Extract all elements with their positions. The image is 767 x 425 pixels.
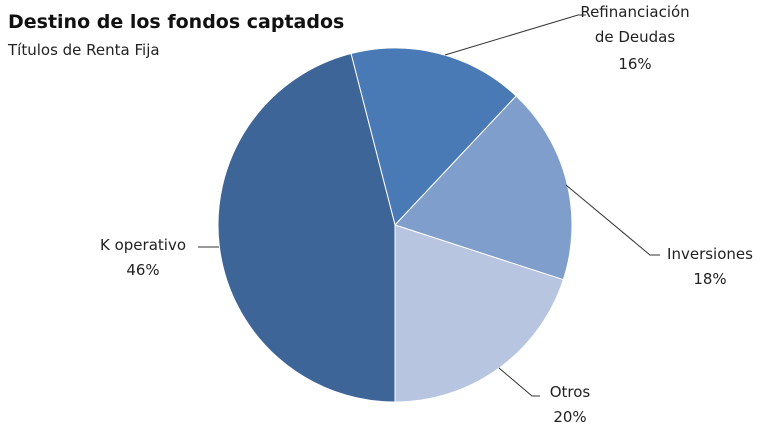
slice-value: 46% [126, 261, 160, 279]
pie-slice [217, 52, 396, 403]
leader-line [444, 14, 586, 56]
pie-slice [394, 95, 573, 281]
chart-subtitle: Títulos de Renta Fija [7, 41, 160, 59]
leader-line [498, 367, 540, 397]
slice-label: K operativo [100, 236, 186, 254]
chart-title: Destino de los fondos captados [8, 11, 344, 33]
pie-slice [350, 47, 517, 227]
slice-value: 18% [693, 270, 727, 288]
slice-label: Refinanciación de Deudas [580, 3, 690, 46]
slice-value: 16% [618, 55, 652, 73]
slice-label: Otros [549, 383, 591, 401]
slice-label: Inversiones [667, 245, 753, 263]
leader-line [565, 184, 660, 256]
slice-value: 20% [553, 408, 587, 425]
